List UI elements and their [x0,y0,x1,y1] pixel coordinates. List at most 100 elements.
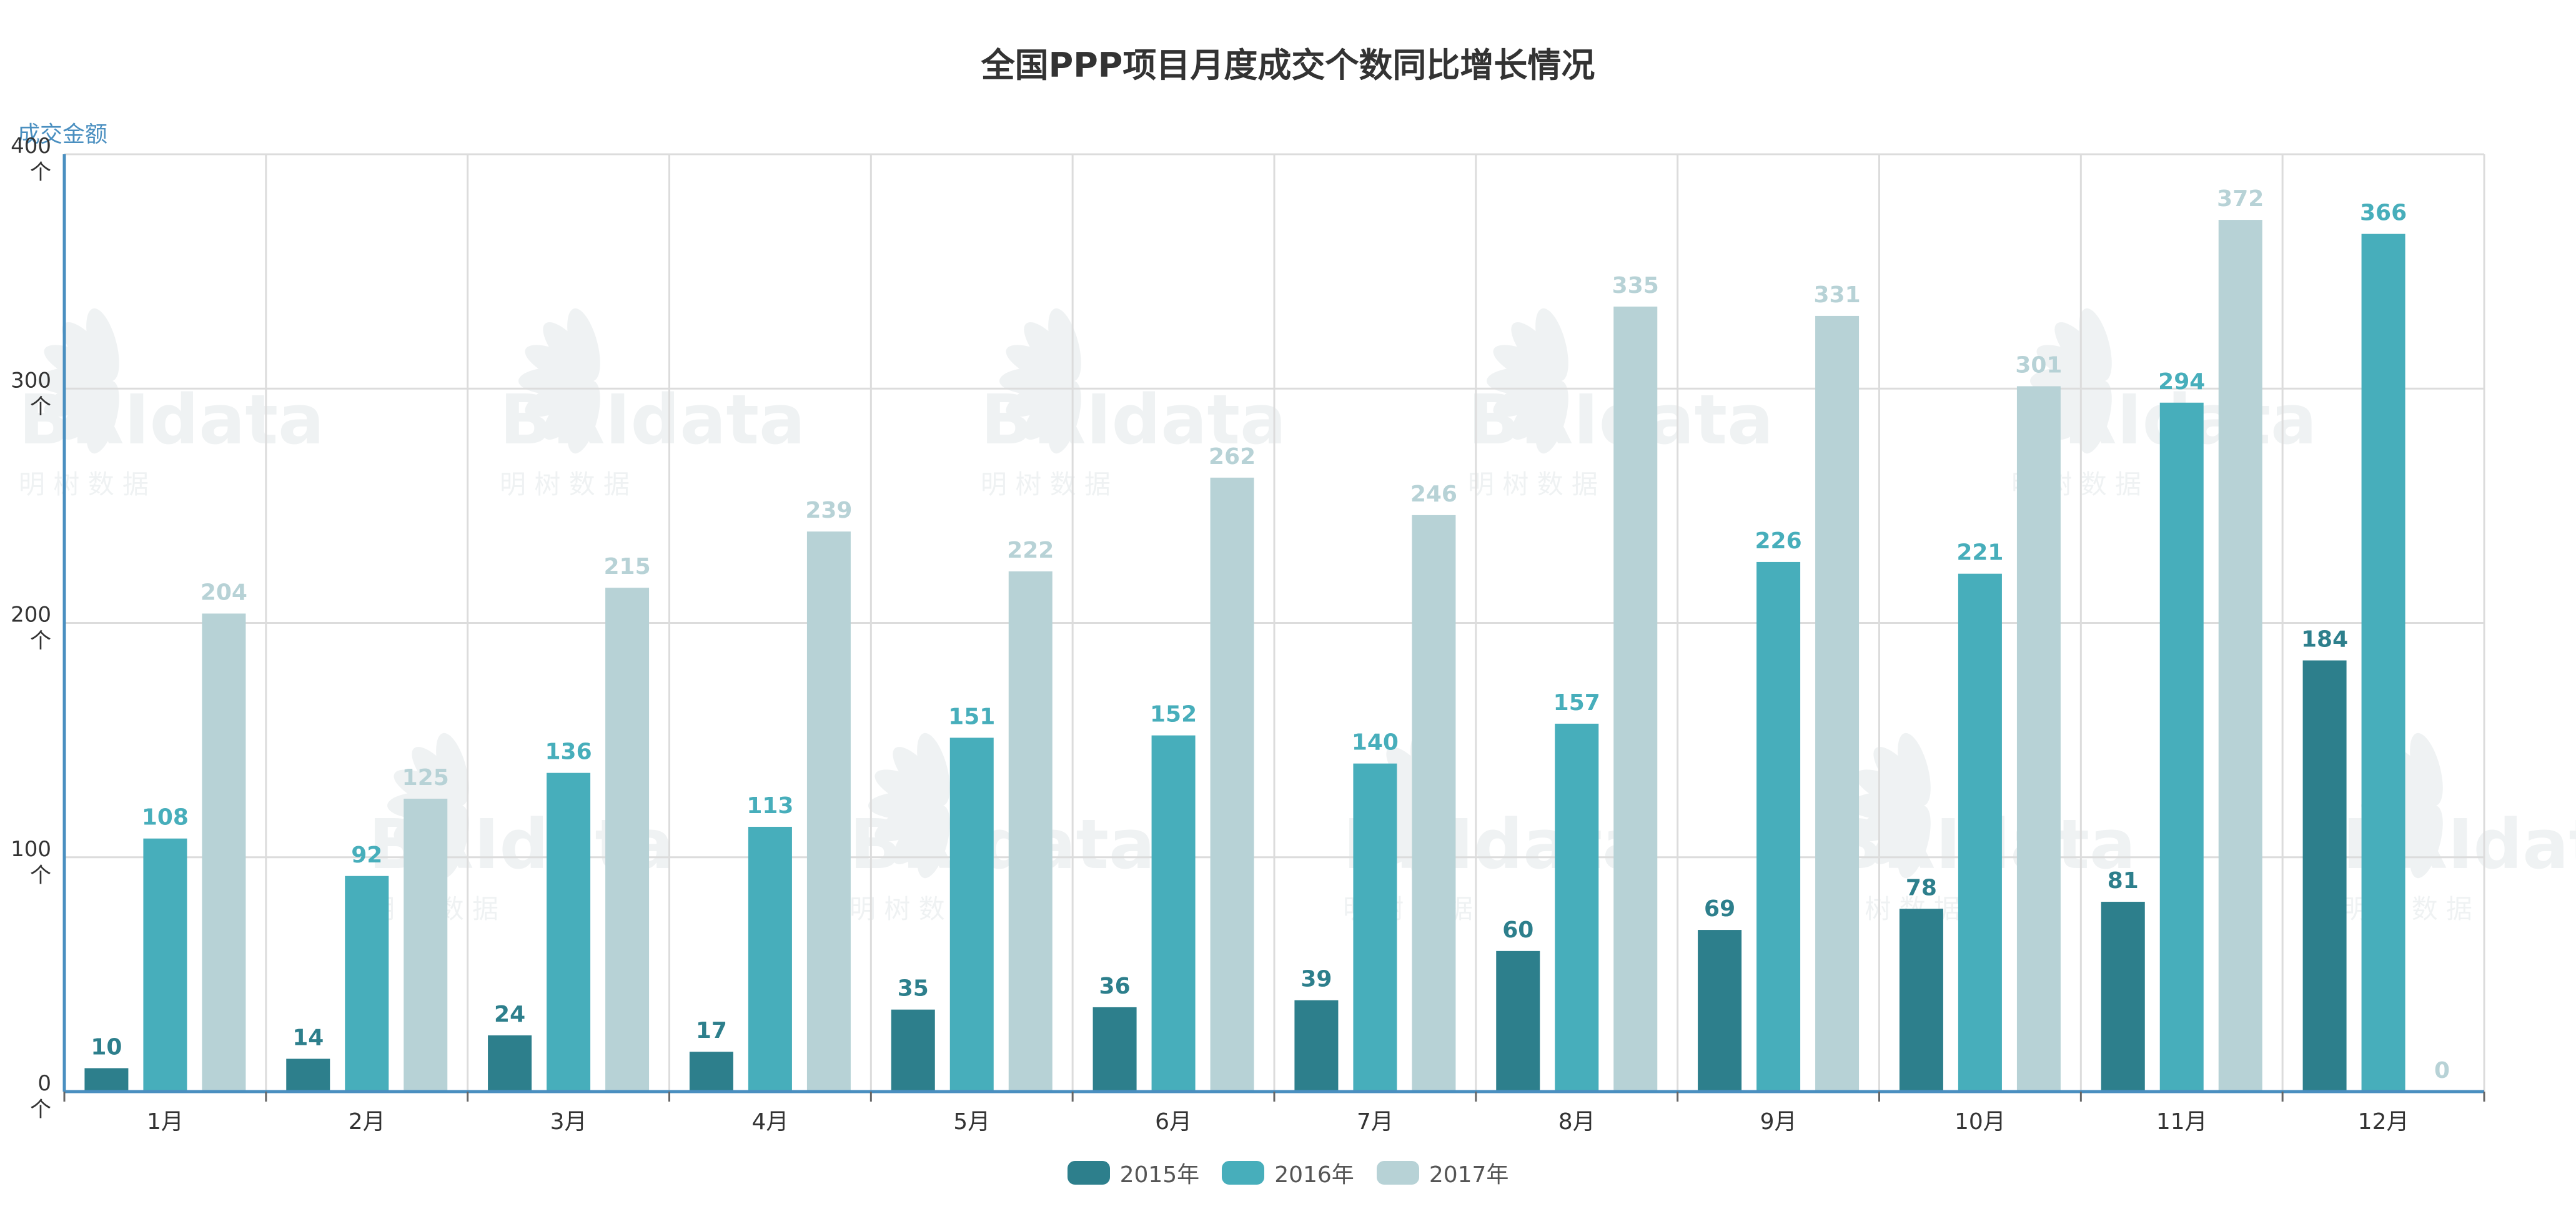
data-label: 226 [1755,528,1802,554]
data-label: 136 [545,739,592,765]
data-label: 184 [2301,627,2348,653]
legend-item[interactable]: 2015年 [1067,1157,1199,1189]
watermark-leaf [2410,805,2443,879]
data-label: 372 [2217,186,2264,212]
y-tick-unit: 个 [30,160,51,185]
legend-item[interactable]: 2016年 [1222,1157,1354,1189]
bar-2015年-10月 [1899,909,1943,1092]
watermark-leaf [2036,345,2106,385]
watermark-leaf [917,805,950,879]
data-label: 239 [805,498,852,523]
data-label: 204 [201,580,247,605]
data-label: 221 [1956,540,2003,566]
data-label: 35 [898,976,929,1002]
data-label: 335 [1612,273,1659,299]
bar-2015年-1月 [84,1068,129,1092]
y-tick-label: 100 [11,837,51,862]
x-tick-label: 1月 [147,1109,184,1135]
bar-2017年-11月 [2218,220,2262,1092]
bar-2016年-7月 [1353,763,1397,1092]
watermark-leaf [436,733,469,806]
bar-2015年-12月 [2302,660,2347,1092]
bar-2017年-3月 [605,588,650,1092]
y-tick-unit: 个 [30,394,51,419]
y-tick-unit: 个 [30,1097,51,1122]
data-label: 113 [746,793,793,819]
watermark-leaf [874,769,944,810]
x-tick-label: 5月 [953,1109,990,1135]
bar-2016年-6月 [1151,735,1196,1092]
data-label: 366 [2360,200,2407,226]
watermark-leaf [1006,345,1075,385]
watermark-leaf [1855,801,1925,842]
bar-2015年-4月 [689,1052,733,1092]
watermark-leaf [567,308,600,382]
watermark-leaf [44,345,113,385]
data-label: 39 [1300,967,1332,992]
bar-2017年-7月 [1412,515,1456,1092]
watermark-leaf [62,379,115,440]
chart-title: 全国PPP项目月度成交个数同比增长情况 [981,46,1595,85]
legend-item[interactable]: 2017年 [1376,1157,1508,1189]
watermark-brand: BRIdata [850,804,1155,884]
bar-2017年-1月 [202,613,246,1092]
bar-2017年-8月 [1613,306,1658,1092]
bar-2015年-2月 [286,1059,330,1092]
watermark-brand: BRIdata [500,380,805,460]
watermark-layer: BRIdata 明 树 数 据 BRIdata 明 树 数 据 BRIdata 明 树 数… [19,308,2576,924]
data-label: 262 [1209,444,1256,470]
watermark-subtitle: 明 树 数 据 [1468,469,1598,500]
data-label: 0 [2434,1058,2450,1083]
watermark-leaf [1873,746,1926,807]
bar-2016年-2月 [345,876,389,1092]
y-axis-name: 成交金额 [17,122,108,147]
bar-2017年-5月 [1008,571,1053,1092]
x-tick-label: 2月 [349,1109,385,1135]
watermark-leaf [1855,769,1925,810]
watermark-leaf [1006,377,1075,417]
bar-2017年-2月 [404,798,448,1092]
data-label: 140 [1352,730,1399,756]
bar-2015年-11月 [2101,902,2145,1092]
data-label: 215 [604,554,651,580]
legend-swatch [1222,1161,1265,1185]
x-tick-label: 11月 [2156,1109,2207,1135]
watermark-leaf [543,322,596,383]
data-label: 108 [142,805,189,831]
bar-2017年-10月 [2016,386,2061,1092]
watermark-leaf [893,746,946,807]
x-tick-label: 8月 [1558,1109,1595,1135]
data-label: 69 [1704,896,1735,922]
data-label: 24 [494,1002,525,1027]
watermark-leaf [868,792,943,819]
bar-2015年-3月 [488,1035,532,1092]
watermark-leaf [44,377,113,417]
watermark-leaf [1493,345,1562,385]
data-label: 81 [2108,868,2139,894]
watermark-leaf [62,322,115,383]
x-tick-label: 6月 [1155,1109,1192,1135]
bar-2015年-9月 [1698,930,1742,1092]
bar-2015年-8月 [1496,950,1540,1092]
bar-2016年-3月 [547,772,591,1092]
watermark-logo: BRIdata 明 树 数 据 [500,308,805,500]
bars-layer: 10 108 204 14 92 125 24 136 215 17 113 239 35 151 222 3… [84,186,2450,1092]
watermark-subtitle: 明 树 数 据 [500,469,630,500]
watermark-brand: BRIdata [19,380,324,460]
data-label: 331 [1814,282,1861,308]
x-tick-label: 3月 [550,1109,587,1135]
watermark-leaf [1849,792,1924,819]
watermark-leaf [567,380,600,454]
y-tick-label: 400 [11,134,51,159]
legend-swatch [1376,1161,1419,1185]
watermark-leaf [893,804,946,865]
bar-2016年-8月 [1555,723,1599,1092]
data-label: 222 [1007,538,1054,563]
bar-2017年-6月 [1210,477,1254,1092]
bar-2015年-5月 [891,1009,935,1092]
axes-layer: 1月 2月 3月 4月 5月 6月 7月 8月 9月 10月 11月 12月0个100个200个300… [11,134,2485,1135]
data-label: 10 [91,1034,122,1060]
watermark-leaf [525,345,594,385]
bar-2016年-4月 [748,826,792,1092]
